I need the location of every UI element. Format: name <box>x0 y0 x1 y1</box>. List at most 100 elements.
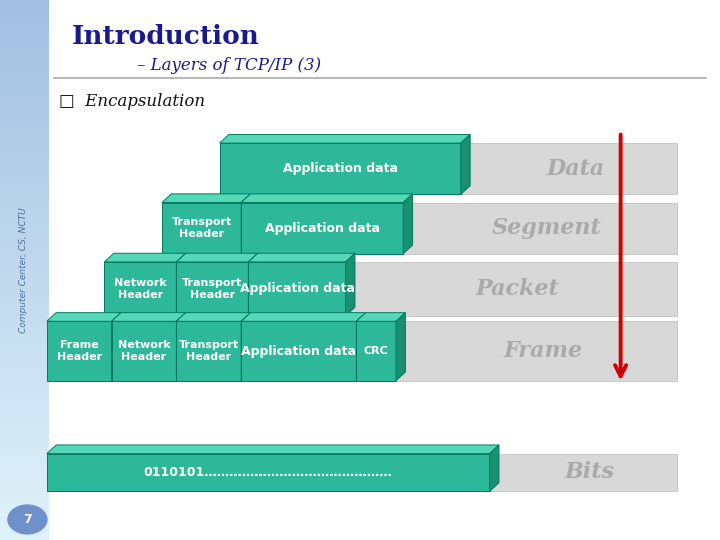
Bar <box>0 396 49 405</box>
Polygon shape <box>461 134 470 194</box>
Bar <box>162 202 241 254</box>
Polygon shape <box>112 313 121 381</box>
Text: Computer Center, CS, NCTU: Computer Center, CS, NCTU <box>19 207 28 333</box>
Polygon shape <box>104 253 186 262</box>
Bar <box>0 54 49 63</box>
Bar <box>0 9 49 18</box>
Bar <box>0 486 49 495</box>
Polygon shape <box>241 313 251 381</box>
Text: Transport
Header: Transport Header <box>171 217 232 239</box>
Text: □  Encapsulation: □ Encapsulation <box>59 93 205 110</box>
Polygon shape <box>241 194 251 254</box>
Bar <box>0 351 49 360</box>
Bar <box>0 135 49 144</box>
Polygon shape <box>176 313 251 321</box>
Text: Application data: Application data <box>240 282 354 295</box>
Text: 7: 7 <box>23 513 32 526</box>
Bar <box>0 207 49 216</box>
Bar <box>112 321 176 381</box>
Polygon shape <box>248 253 355 262</box>
Bar <box>0 441 49 450</box>
Bar <box>0 144 49 153</box>
Bar <box>0 225 49 234</box>
Text: Application data: Application data <box>265 221 379 235</box>
Bar <box>47 454 490 491</box>
Polygon shape <box>396 313 405 381</box>
Bar <box>0 405 49 414</box>
Bar <box>0 216 49 225</box>
Polygon shape <box>112 313 186 321</box>
Bar <box>0 342 49 351</box>
Polygon shape <box>47 313 121 321</box>
Bar <box>0 63 49 72</box>
Bar <box>0 288 49 297</box>
Bar <box>0 189 49 198</box>
Bar <box>0 315 49 324</box>
Text: Frame
Header: Frame Header <box>57 340 102 362</box>
Bar <box>162 202 677 254</box>
Text: Transport
Header: Transport Header <box>179 340 239 362</box>
Bar <box>104 262 677 316</box>
Bar <box>0 162 49 171</box>
Polygon shape <box>356 313 405 321</box>
Bar <box>0 126 49 135</box>
Bar <box>0 495 49 504</box>
Bar <box>0 306 49 315</box>
Text: Bits: Bits <box>564 462 615 483</box>
Bar <box>0 72 49 81</box>
Bar <box>0 234 49 243</box>
Bar <box>0 36 49 45</box>
Polygon shape <box>162 194 251 202</box>
Bar <box>0 369 49 378</box>
Bar <box>0 513 49 522</box>
Polygon shape <box>490 445 499 491</box>
Text: Application data: Application data <box>283 162 397 176</box>
Text: Transport
Header: Transport Header <box>182 278 243 300</box>
Polygon shape <box>176 253 258 262</box>
Bar <box>0 90 49 99</box>
Text: Packet: Packet <box>476 278 559 300</box>
Bar <box>0 27 49 36</box>
Bar <box>0 432 49 441</box>
Text: Network
Header: Network Header <box>114 278 167 300</box>
Bar <box>0 468 49 477</box>
Bar <box>104 262 176 316</box>
Bar <box>0 81 49 90</box>
Bar <box>0 414 49 423</box>
Bar <box>0 270 49 279</box>
Bar <box>0 180 49 189</box>
Polygon shape <box>176 313 186 381</box>
Text: Segment: Segment <box>492 217 601 239</box>
Bar <box>176 321 241 381</box>
Bar <box>0 252 49 261</box>
Bar <box>0 171 49 180</box>
Bar <box>0 522 49 531</box>
Bar <box>0 450 49 459</box>
Text: CRC: CRC <box>364 346 389 356</box>
Bar <box>0 504 49 513</box>
Polygon shape <box>176 253 186 316</box>
Bar <box>0 333 49 342</box>
Bar <box>0 378 49 387</box>
Bar <box>0 531 49 540</box>
Bar <box>47 454 677 491</box>
Bar <box>0 423 49 432</box>
Text: Application data: Application data <box>241 345 356 357</box>
Polygon shape <box>47 445 499 454</box>
Bar <box>0 117 49 126</box>
Text: – Layers of TCP/IP (3): – Layers of TCP/IP (3) <box>137 57 321 73</box>
Polygon shape <box>248 253 258 316</box>
Bar <box>220 143 461 194</box>
Bar <box>0 261 49 270</box>
Circle shape <box>7 504 48 535</box>
Bar <box>176 262 248 316</box>
Bar <box>47 321 112 381</box>
Bar <box>0 18 49 27</box>
Bar <box>241 202 403 254</box>
Bar <box>0 243 49 252</box>
Bar <box>0 45 49 54</box>
Bar <box>241 321 356 381</box>
Bar <box>356 321 396 381</box>
Polygon shape <box>346 253 355 316</box>
Bar <box>0 153 49 162</box>
